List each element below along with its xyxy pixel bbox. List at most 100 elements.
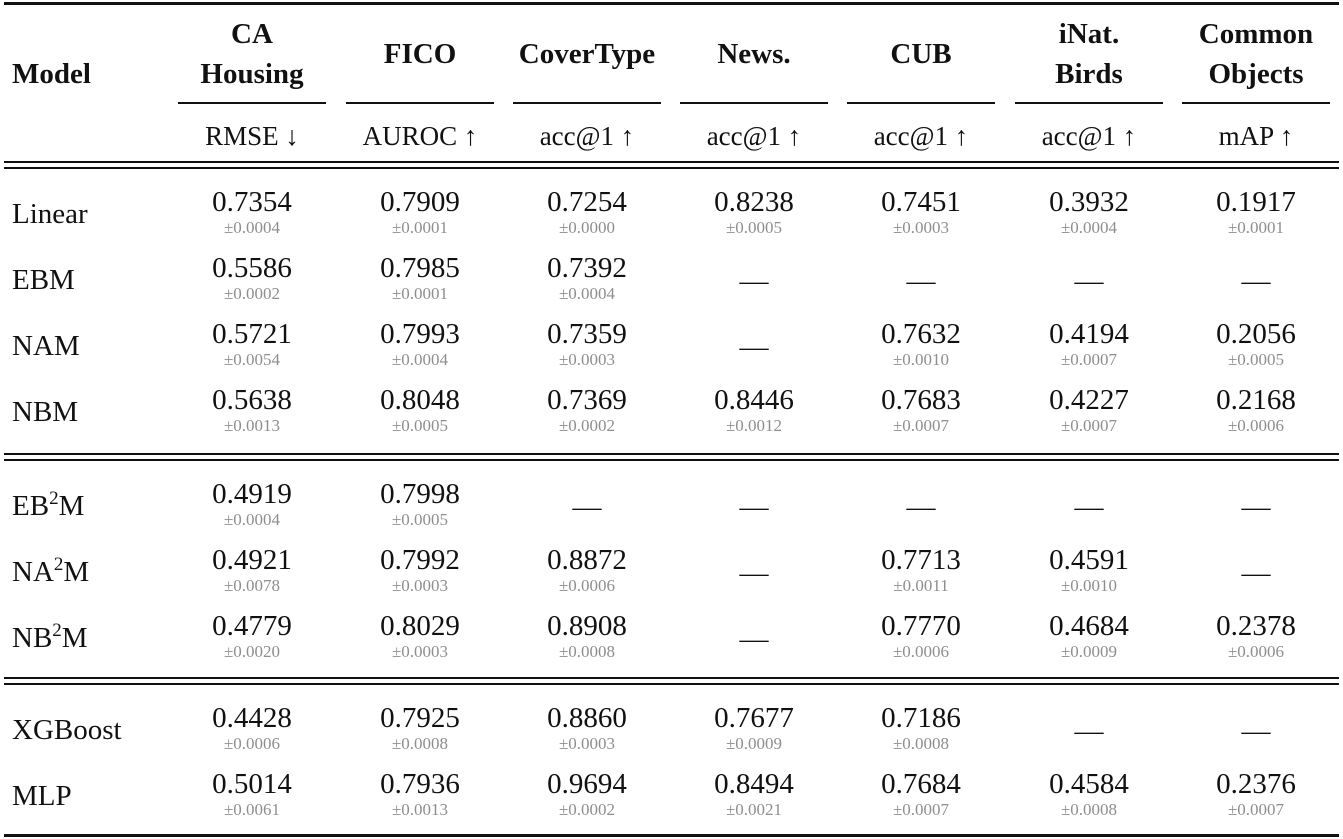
cell-std: ±0.0054 — [223, 350, 281, 369]
cell-value: 0.4921 — [212, 544, 292, 576]
cell-value: 0.3932 — [1049, 186, 1129, 218]
cell-std: ±0.0003 — [391, 576, 449, 595]
cell-value: 0.7992 — [380, 544, 460, 576]
cell-value: 0.4779 — [212, 610, 292, 642]
cell-std: ±0.0013 — [391, 800, 449, 819]
table-cell: 0.5586 ±0.0002 — [177, 253, 327, 305]
table-cell: 0.4227 ±0.0007 — [1014, 385, 1164, 437]
column-metric-label: RMSE ↓ — [205, 121, 299, 151]
cell-std: ±0.0010 — [1060, 576, 1118, 595]
cell-std: ±0.0008 — [1060, 800, 1118, 819]
cell-value: 0.7359 — [547, 318, 627, 350]
cell-value: 0.7392 — [547, 252, 627, 284]
row-label: NA2M — [12, 554, 89, 590]
cell-value: 0.8494 — [714, 768, 794, 800]
table-cell: 0.7770 ±0.0006 — [846, 611, 996, 663]
table-cell: 0.4921 ±0.0078 — [177, 545, 327, 597]
column-header-cmidrule — [513, 102, 661, 104]
table-cell: 0.7684 ±0.0007 — [846, 769, 996, 821]
table-cell: 0.7186 ±0.0008 — [846, 703, 996, 755]
cell-value: 0.7254 — [547, 186, 627, 218]
cell-std: ±0.0005 — [391, 416, 449, 435]
cell-std: ±0.0007 — [1060, 350, 1118, 369]
cell-value: 0.7713 — [881, 544, 961, 576]
cell-empty-dash: — — [1241, 491, 1271, 523]
table-cell: 0.8872 ±0.0006 — [512, 545, 662, 597]
table-bottom-rule — [4, 834, 1339, 837]
cell-value: 0.4194 — [1049, 318, 1129, 350]
table-cell: 0.7451 ±0.0003 — [846, 187, 996, 239]
cell-std: ±0.0006 — [1227, 642, 1285, 661]
cell-empty-dash: — — [1241, 265, 1271, 297]
cell-std: ±0.0004 — [223, 510, 281, 529]
table-cell: 0.4919 ±0.0004 — [177, 479, 327, 531]
column-header-cmidrule — [1182, 102, 1330, 104]
row-label-superscript: 2 — [53, 554, 64, 575]
column-header-name: CA — [231, 18, 273, 50]
cell-value: 0.8029 — [380, 610, 460, 642]
cell-empty-dash: — — [906, 491, 936, 523]
row-label-superscript: 2 — [52, 620, 62, 641]
cell-std: ±0.0007 — [892, 800, 950, 819]
cell-value: 0.7936 — [380, 768, 460, 800]
cell-std: ±0.0001 — [1227, 218, 1285, 237]
row-label: XGBoost — [12, 714, 122, 746]
cell-std: ±0.0008 — [391, 734, 449, 753]
cell-value: 0.8446 — [714, 384, 794, 416]
table-cell: 0.5721 ±0.0054 — [177, 319, 327, 371]
cell-value: 0.5638 — [212, 384, 292, 416]
cell-value: 0.7683 — [881, 384, 961, 416]
column-header-cmidrule — [346, 102, 494, 104]
table-cell: 0.4428 ±0.0006 — [177, 703, 327, 755]
column-header-name: Objects — [1208, 58, 1304, 90]
table-cell: 0.7632 ±0.0010 — [846, 319, 996, 371]
row-label: EBM — [12, 264, 75, 296]
table-cell: 0.2378 ±0.0006 — [1181, 611, 1331, 663]
cell-value: 0.4684 — [1049, 610, 1129, 642]
row-label: Linear — [12, 198, 88, 230]
table-cell: 0.7998 ±0.0005 — [345, 479, 495, 531]
table-cell: 0.7683 ±0.0007 — [846, 385, 996, 437]
column-header-name: Housing — [200, 58, 304, 90]
cell-value: 0.4919 — [212, 478, 292, 510]
cell-std: ±0.0021 — [725, 800, 783, 819]
column-metric-label: acc@1 ↑ — [706, 121, 802, 151]
cell-value: 0.7985 — [380, 252, 460, 284]
row-label-suffix: M — [58, 490, 85, 522]
cell-empty-dash: — — [572, 491, 602, 523]
cell-value: 0.8048 — [380, 384, 460, 416]
cell-value: 0.2376 — [1216, 768, 1296, 800]
model-column-header: Model — [12, 58, 91, 90]
cell-value: 0.7925 — [380, 702, 460, 734]
row-label: EB2M — [12, 488, 84, 524]
row-label: NAM — [12, 330, 80, 362]
cell-value: 0.7677 — [714, 702, 794, 734]
cell-value: 0.4584 — [1049, 768, 1129, 800]
column-metric-label: AUROC ↑ — [362, 121, 478, 151]
table-cell: 0.7985 ±0.0001 — [345, 253, 495, 305]
row-label: NB2M — [12, 620, 88, 656]
table-cell: 0.8908 ±0.0008 — [512, 611, 662, 663]
table-cell: 0.8029 ±0.0003 — [345, 611, 495, 663]
table-cell: 0.8446 ±0.0012 — [679, 385, 829, 437]
table-cell: 0.7992 ±0.0003 — [345, 545, 495, 597]
cell-std: ±0.0000 — [558, 218, 616, 237]
table-cell: 0.2056 ±0.0005 — [1181, 319, 1331, 371]
cell-value: 0.7186 — [881, 702, 961, 734]
row-label: MLP — [12, 780, 72, 812]
table-cell: 0.7925 ±0.0008 — [345, 703, 495, 755]
cell-value: 0.8860 — [547, 702, 627, 734]
table-cell: 0.1917 ±0.0001 — [1181, 187, 1331, 239]
cell-std: ±0.0020 — [223, 642, 281, 661]
table-cell: 0.3932 ±0.0004 — [1014, 187, 1164, 239]
group-double-rule-bottom — [4, 683, 1339, 685]
header-double-rule-top — [4, 161, 1339, 163]
cell-std: ±0.0002 — [558, 800, 616, 819]
cell-value: 0.4428 — [212, 702, 292, 734]
cell-value: 0.7684 — [881, 768, 961, 800]
column-header-cmidrule — [1015, 102, 1163, 104]
group-double-rule-bottom — [4, 459, 1339, 461]
cell-value: 0.8908 — [547, 610, 627, 642]
table-cell: 0.7936 ±0.0013 — [345, 769, 495, 821]
